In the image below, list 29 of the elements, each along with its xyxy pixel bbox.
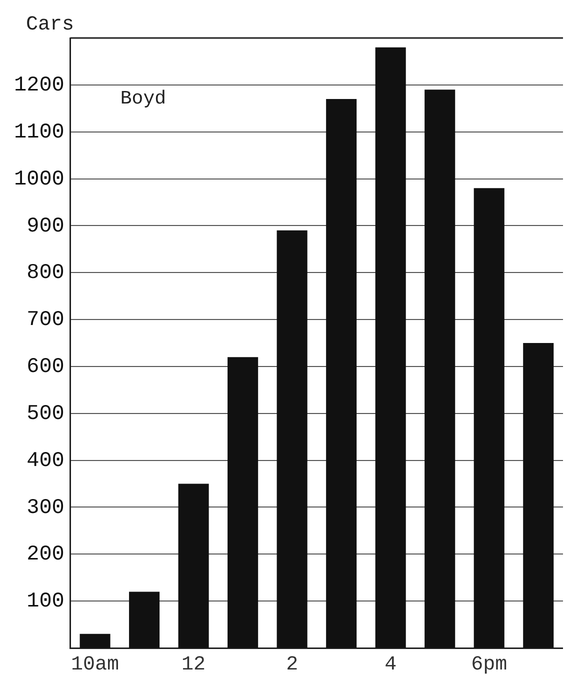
y-tick-label: 200: [26, 544, 64, 567]
x-tick-label: 2: [286, 653, 298, 676]
y-axis-title: Cars: [26, 13, 74, 36]
bar: [276, 230, 308, 648]
bar: [523, 343, 554, 648]
y-tick-label: 1200: [14, 74, 64, 98]
x-tick-label: 4: [384, 653, 397, 676]
bar: [178, 484, 209, 648]
y-tick-label: 400: [26, 450, 64, 473]
bar: [375, 47, 406, 648]
bar: [80, 634, 110, 648]
bar: [228, 357, 258, 648]
y-tick-label: 900: [26, 215, 64, 238]
bar: [424, 90, 456, 648]
y-tick-label: 700: [26, 309, 64, 332]
y-tick-label: 1000: [14, 168, 64, 192]
x-tick-label: 10am: [71, 653, 120, 676]
y-tick-label: 1100: [14, 121, 64, 144]
y-tick-label: 600: [26, 356, 64, 380]
x-tick-label: 6pm: [471, 653, 508, 676]
x-tick-label: 12: [182, 653, 206, 676]
y-tick-label: 100: [26, 590, 64, 614]
bar: [129, 592, 160, 648]
y-tick-label: 500: [26, 402, 64, 426]
y-tick-label: 300: [26, 496, 64, 520]
bar: [326, 99, 357, 648]
y-tick-label: 800: [26, 262, 64, 286]
bar: [474, 188, 504, 648]
annotation: Boyd: [120, 88, 166, 110]
